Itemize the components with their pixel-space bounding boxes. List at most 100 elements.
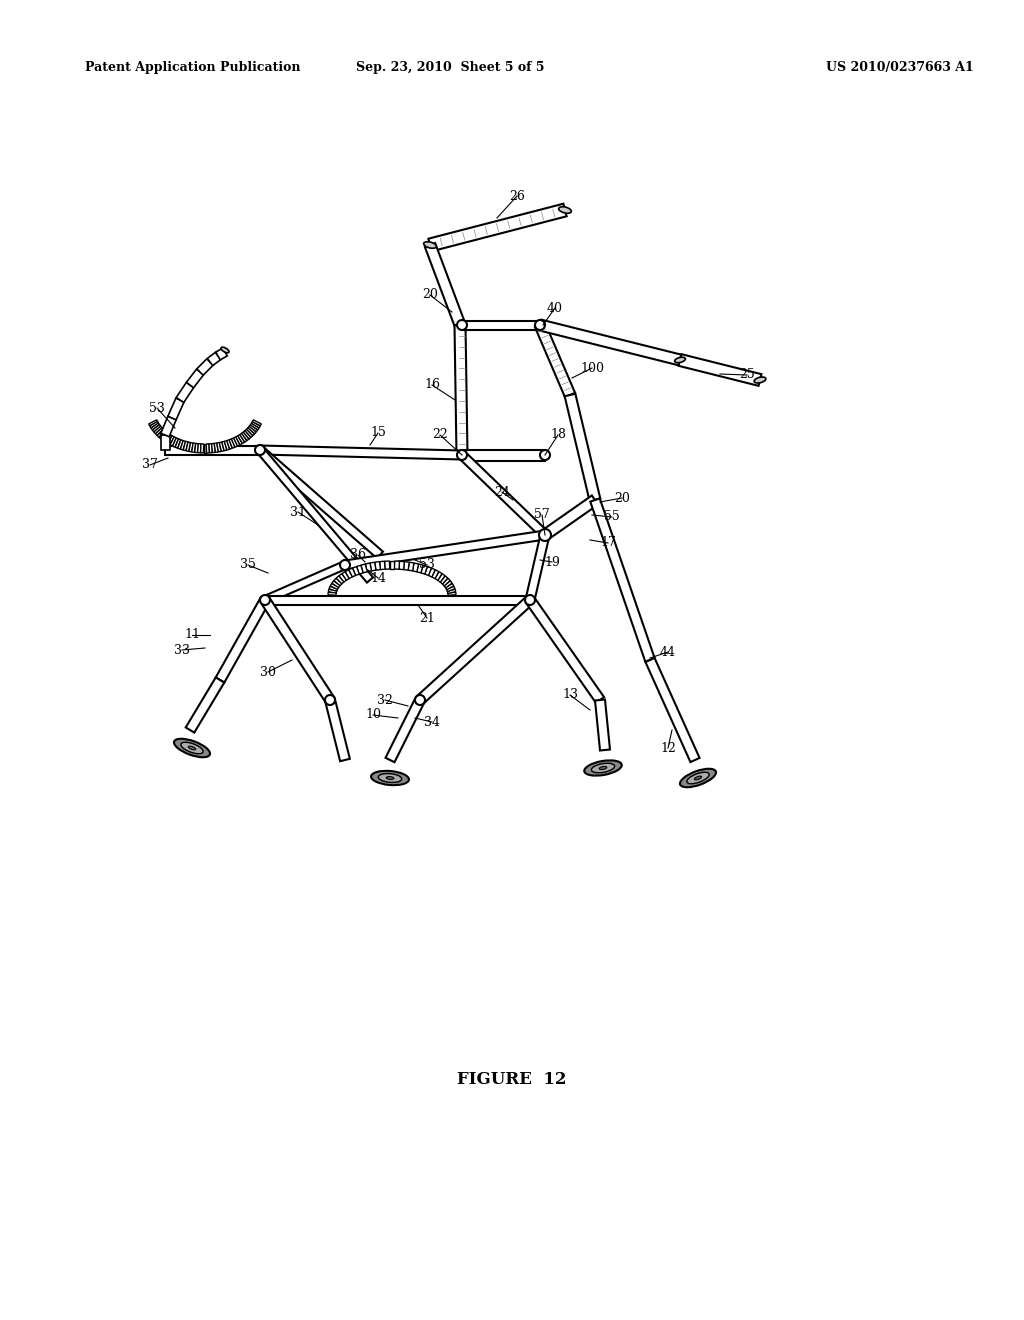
Polygon shape (186, 442, 190, 451)
Polygon shape (195, 444, 199, 453)
Polygon shape (231, 438, 238, 447)
Text: FIGURE  12: FIGURE 12 (458, 1072, 566, 1089)
Ellipse shape (694, 776, 701, 780)
Polygon shape (216, 598, 269, 682)
Polygon shape (564, 393, 600, 502)
Polygon shape (328, 593, 336, 595)
Text: 40: 40 (547, 301, 563, 314)
Polygon shape (244, 430, 251, 440)
Circle shape (415, 696, 425, 705)
Ellipse shape (174, 739, 210, 758)
Text: 25: 25 (739, 368, 755, 381)
Polygon shape (385, 698, 425, 762)
Polygon shape (332, 581, 340, 587)
Text: 24: 24 (494, 486, 510, 499)
Polygon shape (535, 323, 575, 397)
Polygon shape (361, 564, 368, 573)
Polygon shape (595, 700, 610, 751)
Polygon shape (445, 583, 454, 590)
Polygon shape (437, 574, 445, 582)
Polygon shape (339, 574, 346, 582)
Polygon shape (242, 432, 249, 441)
Polygon shape (440, 576, 447, 583)
Polygon shape (442, 578, 451, 586)
Polygon shape (342, 572, 349, 581)
Polygon shape (238, 434, 245, 444)
Polygon shape (447, 593, 456, 595)
Polygon shape (428, 568, 435, 577)
Polygon shape (201, 444, 204, 453)
Polygon shape (222, 441, 226, 450)
Ellipse shape (378, 774, 401, 783)
Circle shape (457, 319, 467, 330)
Polygon shape (226, 440, 232, 449)
Polygon shape (153, 425, 161, 432)
Polygon shape (176, 383, 194, 403)
Text: 17: 17 (600, 536, 616, 549)
Polygon shape (679, 354, 762, 385)
Polygon shape (250, 424, 259, 430)
Polygon shape (403, 561, 410, 570)
Polygon shape (185, 677, 224, 733)
Polygon shape (435, 572, 442, 581)
Polygon shape (349, 568, 355, 577)
Text: 12: 12 (660, 742, 676, 755)
Polygon shape (161, 416, 176, 437)
Polygon shape (156, 428, 164, 436)
Text: 20: 20 (614, 491, 630, 504)
Polygon shape (158, 429, 165, 437)
Polygon shape (257, 446, 383, 558)
Polygon shape (151, 424, 160, 430)
Polygon shape (247, 428, 255, 436)
Polygon shape (417, 597, 534, 704)
Circle shape (535, 319, 545, 330)
Polygon shape (462, 450, 545, 461)
Polygon shape (168, 436, 174, 445)
Polygon shape (198, 444, 201, 453)
Polygon shape (252, 420, 261, 426)
Polygon shape (224, 441, 229, 450)
Polygon shape (265, 595, 530, 605)
Polygon shape (399, 561, 404, 570)
Ellipse shape (221, 347, 229, 352)
Ellipse shape (256, 447, 264, 451)
Ellipse shape (188, 746, 196, 750)
Polygon shape (385, 561, 390, 569)
Ellipse shape (675, 358, 685, 363)
Polygon shape (425, 243, 465, 327)
Text: 22: 22 (432, 429, 447, 441)
Text: 55: 55 (604, 511, 620, 524)
Polygon shape (219, 442, 224, 451)
Polygon shape (345, 570, 352, 578)
Text: 20: 20 (422, 289, 438, 301)
Polygon shape (214, 444, 218, 453)
Polygon shape (245, 429, 253, 437)
Polygon shape (645, 657, 699, 762)
Polygon shape (261, 597, 334, 702)
Polygon shape (175, 438, 181, 449)
Polygon shape (168, 399, 184, 420)
Polygon shape (447, 589, 456, 594)
Polygon shape (444, 581, 453, 587)
Polygon shape (173, 438, 178, 447)
Polygon shape (150, 421, 159, 428)
Polygon shape (329, 589, 337, 594)
Text: 18: 18 (550, 429, 566, 441)
Text: 14: 14 (370, 572, 386, 585)
Polygon shape (526, 597, 604, 702)
Text: 36: 36 (350, 549, 366, 561)
Polygon shape (165, 446, 260, 454)
Polygon shape (263, 561, 346, 603)
Text: 32: 32 (377, 693, 393, 706)
Polygon shape (542, 495, 598, 540)
Polygon shape (459, 451, 548, 539)
Polygon shape (428, 203, 566, 251)
Polygon shape (370, 562, 376, 570)
Ellipse shape (754, 378, 766, 383)
Polygon shape (204, 444, 207, 453)
Polygon shape (446, 586, 455, 591)
Polygon shape (209, 444, 212, 453)
Polygon shape (249, 425, 258, 432)
Circle shape (539, 529, 551, 541)
Polygon shape (191, 444, 196, 453)
